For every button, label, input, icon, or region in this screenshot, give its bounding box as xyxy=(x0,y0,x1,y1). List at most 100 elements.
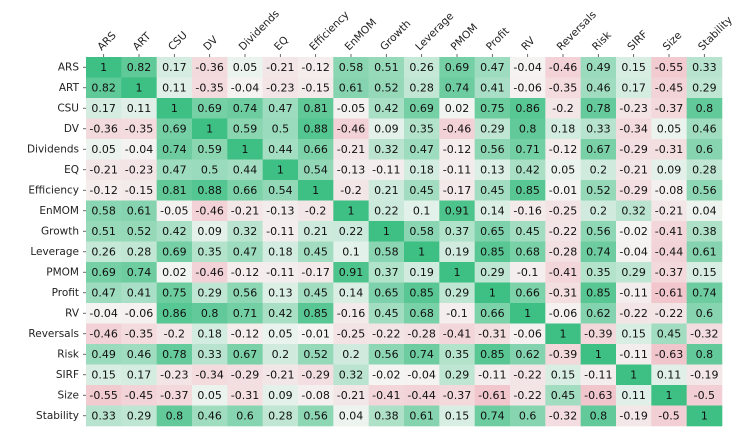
heatmap-cell xyxy=(404,282,440,304)
cell-value-label: -0.46 xyxy=(195,266,223,279)
heatmap-cell xyxy=(86,262,122,283)
y-tick-label: Leverage xyxy=(30,246,79,258)
cell-value-label: -0.22 xyxy=(549,225,577,238)
cell-value-label: 0.62 xyxy=(586,307,611,320)
cell-value-label: 0.14 xyxy=(339,286,364,299)
cell-value-label: -0.11 xyxy=(478,368,506,381)
cell-value-label: -0.04 xyxy=(513,61,541,74)
cell-value-label: 0.56 xyxy=(586,225,611,238)
heatmap-cell xyxy=(262,159,299,181)
heatmap-cell xyxy=(651,139,687,160)
heatmap-cell xyxy=(439,221,475,242)
heatmap-cell xyxy=(156,180,193,201)
heatmap-cell xyxy=(368,405,405,427)
cell-value-label: 0.69 xyxy=(197,102,222,115)
cell-value-label: 0.26 xyxy=(91,245,116,258)
cell-value-label: 0.42 xyxy=(374,102,399,115)
heatmap-cell xyxy=(156,77,193,99)
heatmap-cell xyxy=(686,303,723,324)
heatmap-cell xyxy=(439,303,475,324)
heatmap-cell xyxy=(580,200,617,222)
cell-value-label: 0.71 xyxy=(233,307,258,320)
cell-value-label: 0.2 xyxy=(590,163,608,176)
cell-value-label: 0.21 xyxy=(303,225,328,238)
cell-value-label: 0.28 xyxy=(268,409,293,422)
heatmap-cell xyxy=(298,98,334,119)
cell-value-label: 1 xyxy=(136,81,143,94)
cell-value-label: 0.45 xyxy=(303,245,328,258)
cell-value-label: 0.45 xyxy=(480,184,505,197)
cell-value-label: -0.46 xyxy=(549,61,577,74)
cell-value-label: 0.18 xyxy=(551,122,576,135)
cell-value-label: -0.11 xyxy=(584,368,612,381)
heatmap-cell xyxy=(368,180,405,201)
heatmap-cell xyxy=(368,344,405,365)
heatmap-cell xyxy=(510,262,546,283)
heatmap-cell xyxy=(545,180,581,201)
heatmap-cell xyxy=(616,180,652,201)
cell-value-label: -0.21 xyxy=(655,204,683,217)
cell-value-label: -0.19 xyxy=(690,368,718,381)
cell-value-label: -0.02 xyxy=(619,225,647,238)
heatmap-cell xyxy=(545,323,581,345)
cell-value-label: 0.18 xyxy=(409,163,434,176)
cell-value-label: -0.04 xyxy=(407,368,435,381)
cell-value-label: 0.65 xyxy=(480,225,505,238)
heatmap-cell xyxy=(474,344,511,365)
x-tick-label: SIRF xyxy=(625,28,650,53)
heatmap-cell xyxy=(474,385,511,406)
heatmap-cell xyxy=(86,303,122,324)
cell-value-label: 0.32 xyxy=(339,368,364,381)
heatmap-cell xyxy=(333,405,369,427)
cell-value-label: -0.28 xyxy=(407,327,435,340)
heatmap-cell xyxy=(298,323,334,345)
cell-value-label: -0.21 xyxy=(337,389,365,402)
cell-value-label: -0.22 xyxy=(619,307,647,320)
cell-value-label: -0.31 xyxy=(655,143,683,156)
heatmap-cell xyxy=(333,77,369,99)
cell-value-label: 1 xyxy=(100,61,107,74)
heatmap-cell xyxy=(439,344,475,365)
cell-value-label: 0.05 xyxy=(233,61,258,74)
cell-value-label: 0.47 xyxy=(162,163,187,176)
cell-value-label: 0.35 xyxy=(445,348,470,361)
heatmap-cell xyxy=(192,180,228,201)
cell-value-label: 0.45 xyxy=(303,286,328,299)
heatmap-cell xyxy=(545,200,581,222)
heatmap-cell xyxy=(545,282,581,304)
heatmap-cell xyxy=(651,405,687,427)
cell-value-label: 0.47 xyxy=(409,143,434,156)
heatmap-cell xyxy=(686,241,723,263)
cell-value-label: -0.04 xyxy=(619,245,647,258)
cell-value-label: -0.21 xyxy=(231,204,259,217)
cell-value-label: 0.29 xyxy=(445,368,470,381)
x-tick-label: RV xyxy=(519,34,538,53)
cell-value-label: 1 xyxy=(666,389,673,402)
heatmap-cell xyxy=(121,323,157,345)
cell-value-label: -0.31 xyxy=(478,327,506,340)
cell-value-label: 0.61 xyxy=(409,409,434,422)
heatmap-cell xyxy=(262,118,299,140)
heatmap-cell xyxy=(86,241,122,263)
cell-value-label: -0.11 xyxy=(266,225,294,238)
cell-value-label: 0.15 xyxy=(692,266,717,279)
heatmap-cell xyxy=(686,364,723,386)
heatmap-cell xyxy=(686,159,723,181)
heatmap-cell xyxy=(686,385,723,406)
heatmap-cell xyxy=(368,159,405,181)
cell-value-label: -0.46 xyxy=(195,204,223,217)
cell-value-label: 0.09 xyxy=(197,225,222,238)
heatmap-cell xyxy=(262,221,299,242)
cell-value-label: 0.17 xyxy=(621,81,646,94)
cell-value-label: 0.49 xyxy=(586,61,611,74)
cell-value-label: 0.69 xyxy=(91,266,116,279)
cell-value-label: 1 xyxy=(312,184,319,197)
heatmap-cell xyxy=(298,159,334,181)
x-tick-label: Risk xyxy=(590,29,615,54)
heatmap-cell xyxy=(404,159,440,181)
x-tick-label: Growth xyxy=(378,18,413,53)
cell-value-label: -0.16 xyxy=(337,307,365,320)
cell-value-label: 0.33 xyxy=(197,348,222,361)
x-tick-label: PMOM xyxy=(449,22,481,54)
heatmap-cell xyxy=(86,364,122,386)
